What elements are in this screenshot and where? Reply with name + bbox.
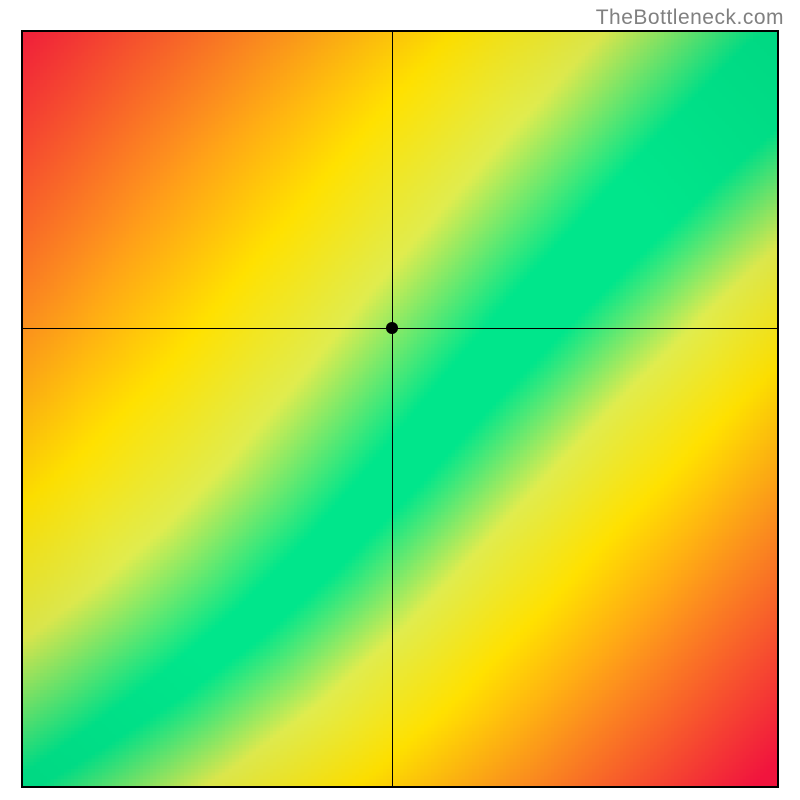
crosshair-vertical [392,32,393,786]
heatmap-plot [21,30,779,788]
watermark-text: TheBottleneck.com [596,6,784,30]
chart-container: TheBottleneck.com [0,0,800,800]
heatmap-canvas [23,32,777,786]
crosshair-horizontal [23,328,777,329]
crosshair-marker [386,322,398,334]
